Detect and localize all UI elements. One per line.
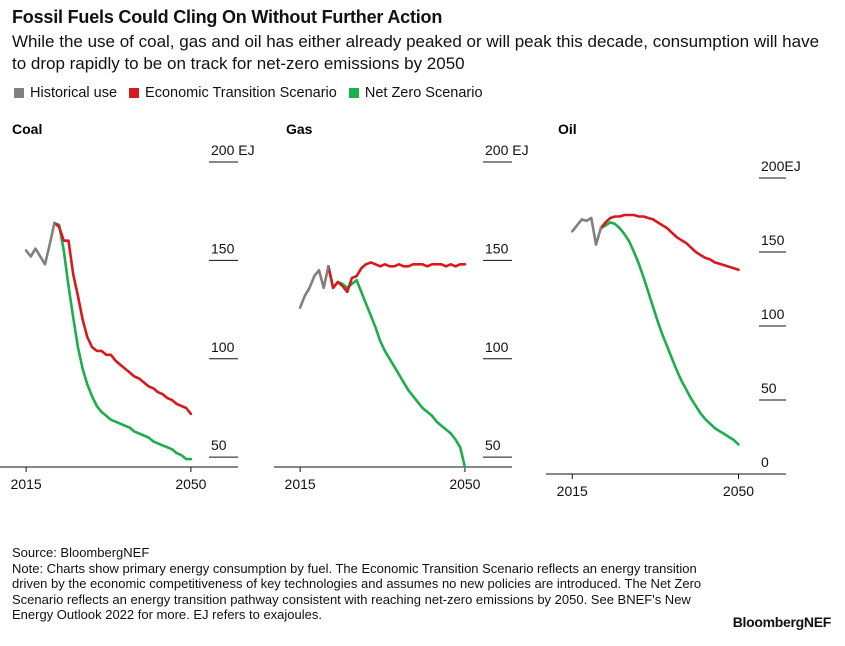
x-tick-label: 2015 — [285, 476, 316, 492]
legend: Historical use Economic Transition Scena… — [14, 85, 483, 101]
series-line-economic-transition-scenario — [327, 261, 467, 294]
legend-item-historical: Historical use — [14, 85, 117, 101]
y-tick-label: 150 — [485, 240, 509, 256]
y-tick-label: 150 — [761, 232, 785, 248]
series-line-historical-use — [24, 221, 56, 266]
series-line-economic-transition-scenario — [599, 213, 740, 272]
gas-chart: Gas 200 EJ 150 100 50 2015 2050 — [274, 121, 529, 492]
series-line-net-zero-scenario — [327, 265, 467, 469]
legend-label-historical: Historical use — [30, 85, 118, 101]
y-tick-label: 100 — [211, 339, 235, 355]
x-tick-label: 2015 — [11, 476, 42, 492]
legend-item-economic-transition: Economic Transition Scenario — [129, 85, 337, 101]
panel-title-coal: Coal — [12, 121, 42, 137]
series-line-net-zero-scenario — [53, 221, 193, 461]
series-line-economic-transition-scenario — [53, 221, 193, 416]
y-tick-label: 100 — [761, 306, 785, 322]
y-tick-label: 200EJ — [761, 158, 801, 174]
footer: Source: BloombergNEF Note: Charts show p… — [12, 545, 712, 623]
y-tick-label: 50 — [761, 380, 777, 396]
coal-chart: Coal 200 EJ 150 100 50 2015 2050 — [0, 121, 255, 492]
x-tick-label: 2050 — [175, 476, 206, 492]
legend-item-net-zero: Net Zero Scenario — [348, 85, 483, 101]
legend-swatch-economic-transition — [129, 88, 140, 98]
source-text: Source: BloombergNEF — [12, 545, 150, 560]
brand-logo: BloombergNEF — [732, 614, 832, 630]
y-tick-label: 0 — [761, 454, 769, 470]
y-tick-label: 150 — [211, 240, 235, 256]
legend-label-net-zero: Net Zero Scenario — [364, 85, 483, 101]
panel-title-oil: Oil — [558, 121, 577, 137]
x-tick-label: 2050 — [449, 476, 480, 492]
legend-swatch-historical — [14, 88, 24, 98]
series-line-historical-use — [571, 216, 603, 246]
y-tick-label: 50 — [485, 437, 501, 453]
x-tick-label: 2015 — [557, 483, 588, 499]
chart-title: Fossil Fuels Could Cling On Without Furt… — [12, 7, 443, 27]
series-line-net-zero-scenario — [599, 221, 740, 446]
panel-title-gas: Gas — [286, 121, 313, 137]
y-tick-label: 200 EJ — [211, 142, 255, 158]
legend-swatch-net-zero — [348, 88, 359, 98]
y-tick-label: 100 — [485, 339, 509, 355]
series-line-historical-use — [298, 265, 330, 309]
chart-subtitle: While the use of coal, gas and oil has e… — [12, 32, 820, 73]
legend-label-economic-transition: Economic Transition Scenario — [145, 85, 337, 101]
x-tick-label: 2050 — [723, 483, 754, 499]
y-tick-label: 200 EJ — [485, 142, 529, 158]
note-text: Note: Charts show primary energy consump… — [12, 560, 702, 623]
y-tick-label: 50 — [211, 437, 227, 453]
oil-chart: Oil 200EJ 150 100 50 0 2015 2050 — [546, 121, 801, 499]
